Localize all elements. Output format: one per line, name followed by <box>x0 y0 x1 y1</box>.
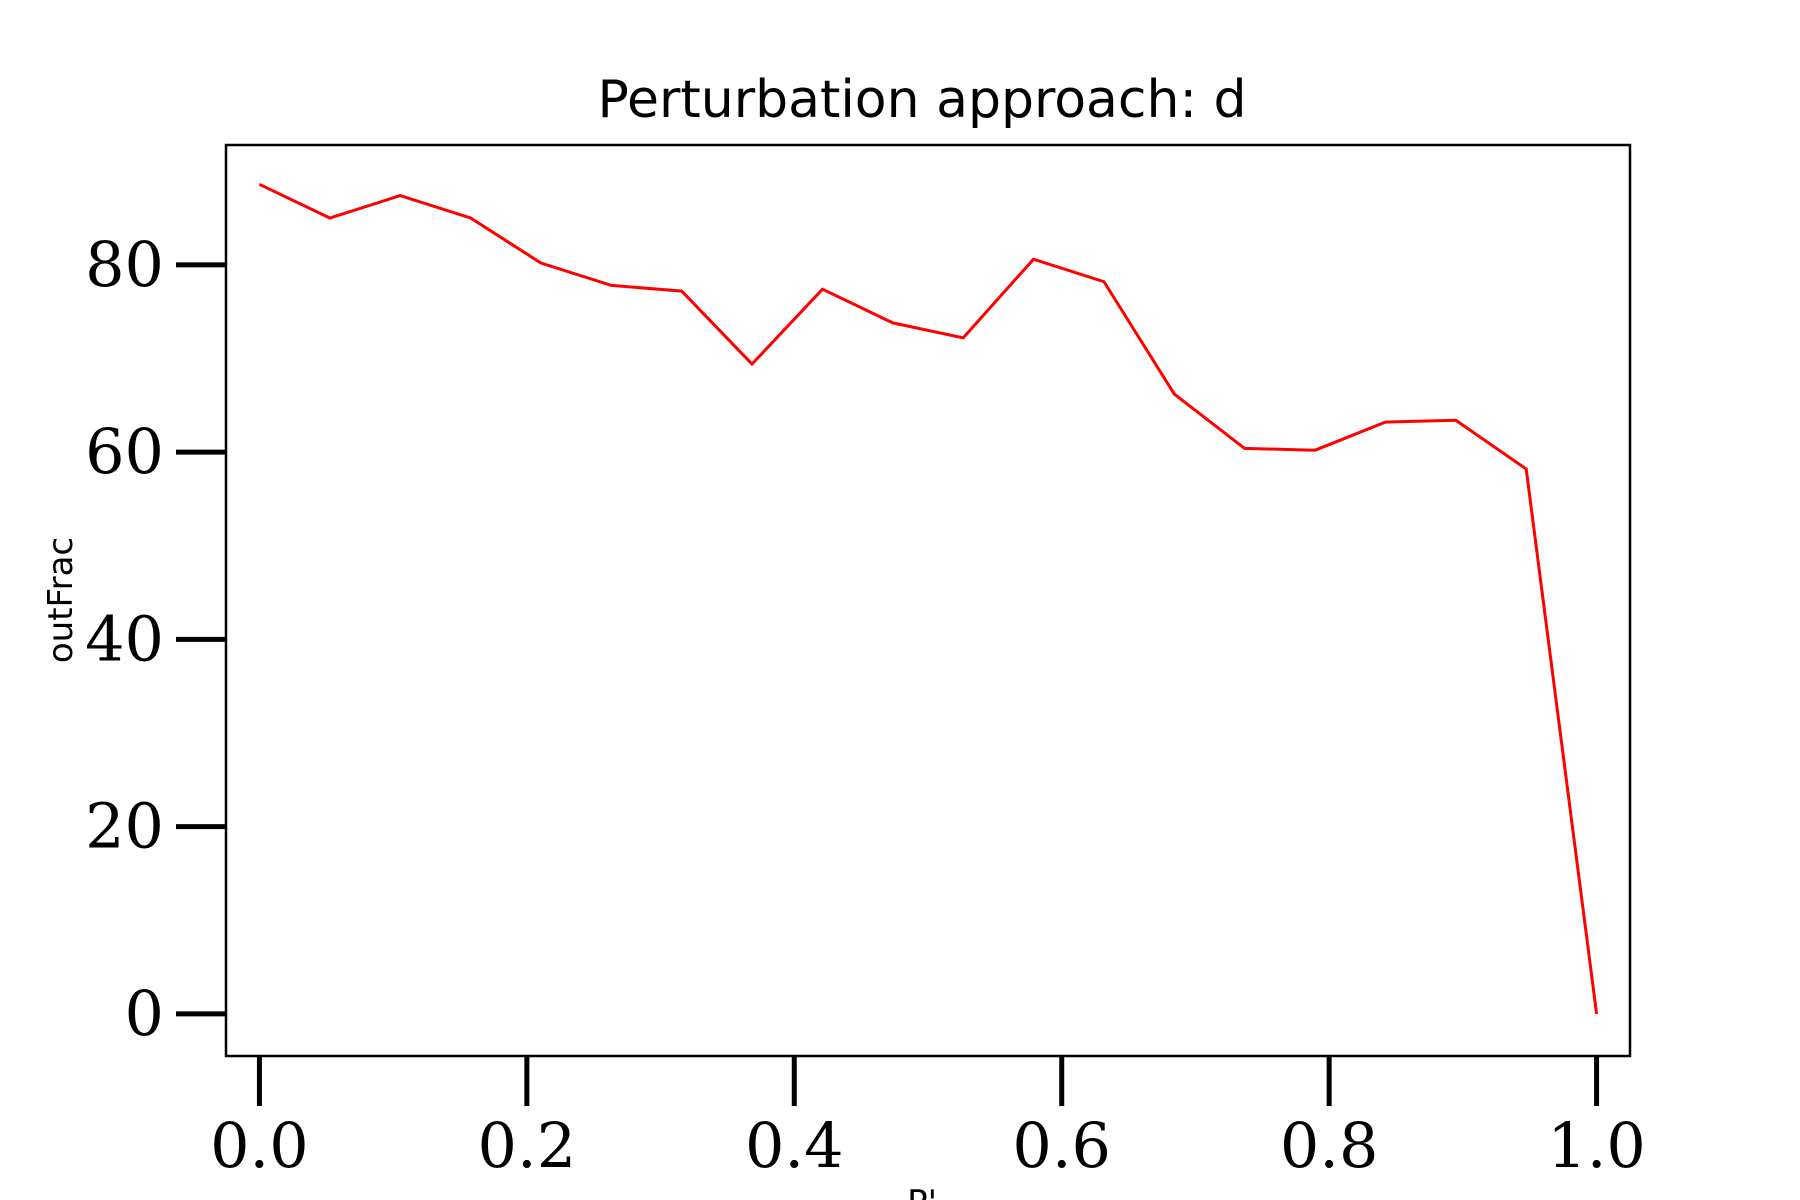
series-layer <box>258 182 1599 1015</box>
x-tick-label: 1.0 <box>1547 1109 1646 1182</box>
x-tick-label: 0.2 <box>478 1109 577 1182</box>
y-tick-label: 0 <box>125 977 164 1050</box>
x-axis: 0.0 0.2 0.4 0.6 0.8 1.0 <box>210 1056 1646 1182</box>
x-tick-label: 0.0 <box>210 1109 309 1182</box>
plot-area <box>224 143 1632 1058</box>
y-axis: 0 20 40 60 80 <box>85 228 226 1050</box>
x-axis-label: P' <box>907 1183 937 1200</box>
x-tick-label: 0.6 <box>1012 1109 1111 1182</box>
x-tick-label: 0.4 <box>745 1109 844 1182</box>
y-tick-label: 80 <box>85 228 164 301</box>
y-tick-label: 20 <box>85 790 164 863</box>
x-tick-label: 0.8 <box>1280 1109 1379 1182</box>
y-axis-label: outFrac <box>41 537 81 663</box>
y-tick-label: 40 <box>85 602 164 675</box>
chart-title: Perturbation approach: d <box>597 70 1246 130</box>
series-line <box>258 182 1599 1015</box>
y-tick-label: 60 <box>85 415 164 488</box>
